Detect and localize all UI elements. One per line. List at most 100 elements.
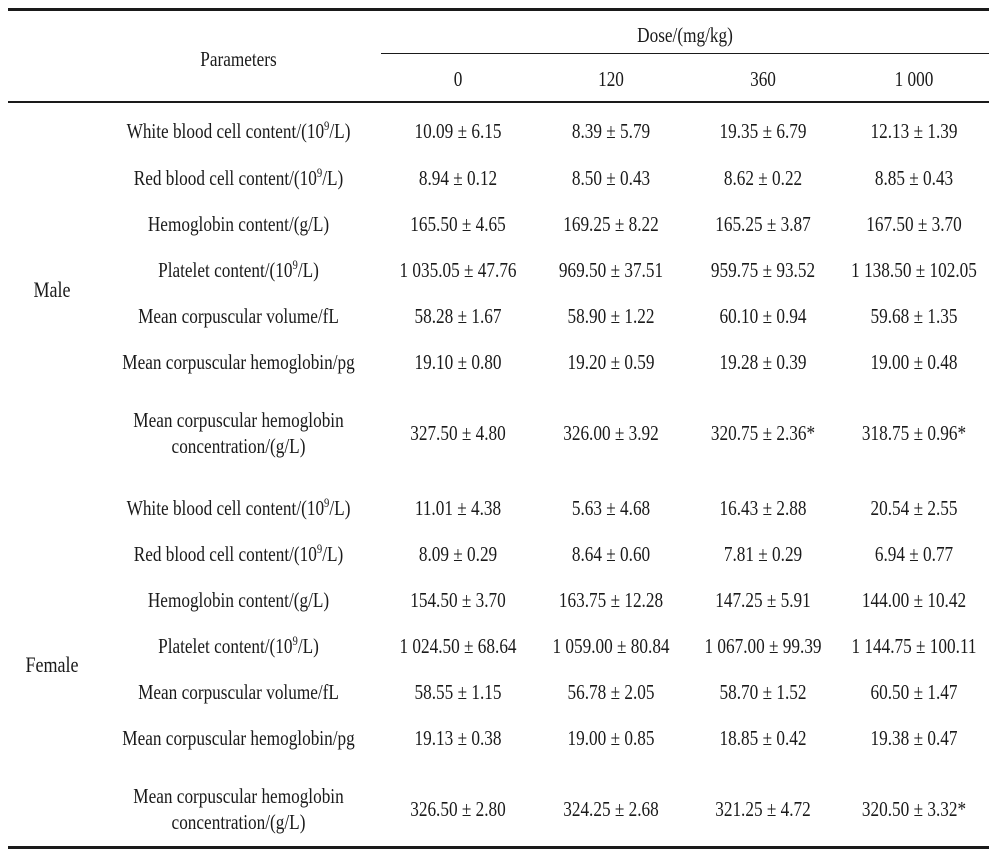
value-cell: 1 035.05 ± 47.76 (399, 258, 517, 282)
parameter-label: Platelet content/(109/L) (122, 255, 356, 285)
value-cell: 1 024.50 ± 68.64 (399, 634, 517, 658)
unit-exponent: 9 (316, 541, 323, 556)
parameter-text: Red blood cell content/(10 (133, 166, 317, 190)
value-cell: 20.54 ± 2.55 (870, 496, 958, 520)
unit-exponent: 9 (324, 495, 330, 510)
header-bottom-rule (8, 101, 989, 103)
parameter-label-line: White blood cell content/(109/L) (127, 118, 351, 144)
parameter-label: Platelet content/(109/L) (122, 631, 356, 661)
parameter-label-line: Hemoglobin content/(g/L) (148, 211, 329, 237)
value-cell: 11.01 ± 4.38 (414, 496, 502, 520)
value-cell: 8.62 ± 0.22 (723, 166, 803, 190)
value-cell: 6.94 ± 0.77 (874, 542, 954, 566)
value-cell: 1 067.00 ± 99.39 (704, 634, 822, 658)
value-cell: 165.25 ± 3.87 (715, 212, 811, 236)
value-cell: 58.90 ± 1.22 (567, 304, 655, 328)
parameter-text: Mean corpuscular volume/fL (138, 304, 339, 328)
value-cell: 8.64 ± 0.60 (571, 542, 651, 566)
parameter-label-line: concentration/(g/L) (171, 810, 306, 834)
value-cell: 326.00 ± 3.92 (563, 421, 659, 445)
value-cell: 318.75 ± 0.96* (861, 421, 967, 445)
dose-column-header: 0 (453, 67, 463, 91)
parameter-label-line: Mean corpuscular volume/fL (138, 679, 339, 705)
value-cell: 165.50 ± 4.65 (410, 212, 506, 236)
value-cell: 19.13 ± 0.38 (414, 726, 502, 750)
parameter-label-line: Hemoglobin content/(g/L) (148, 587, 329, 613)
parameter-text: Red blood cell content/(10 (133, 542, 317, 566)
table-top-rule (8, 8, 989, 11)
value-cell: 16.43 ± 2.88 (719, 496, 807, 520)
parameter-label-line: Platelet content/(109/L) (158, 633, 319, 659)
parameter-text: /L) (322, 542, 344, 566)
sex-group-label: Female (25, 652, 79, 677)
parameter-text: White blood cell content/(10 (126, 119, 325, 143)
value-cell: 959.75 ± 93.52 (710, 258, 816, 282)
value-cell: 56.78 ± 2.05 (567, 680, 655, 704)
value-cell: 19.00 ± 0.85 (567, 726, 655, 750)
parameter-label: Hemoglobin content/(g/L) (122, 209, 356, 239)
value-cell: 18.85 ± 0.42 (719, 726, 807, 750)
unit-exponent: 9 (292, 257, 298, 272)
parameter-text: /L) (329, 119, 351, 143)
sex-group-label: Male (33, 277, 71, 302)
parameter-label: White blood cell content/(109/L) (122, 116, 356, 146)
value-cell: 7.81 ± 0.29 (723, 542, 803, 566)
parameter-text: Mean corpuscular hemoglobin/pg (122, 350, 355, 374)
parameter-label: Hemoglobin content/(g/L) (122, 585, 356, 615)
value-cell: 154.50 ± 3.70 (410, 588, 506, 612)
parameter-label: White blood cell content/(109/L) (122, 493, 356, 523)
value-cell: 60.10 ± 0.94 (719, 304, 807, 328)
parameter-label: Red blood cell content/(109/L) (122, 539, 356, 569)
parameter-label-line: Mean corpuscular hemoglobin (133, 784, 344, 808)
value-cell: 60.50 ± 1.47 (870, 680, 958, 704)
unit-exponent: 9 (324, 118, 330, 133)
dose-column-header: 1 000 (894, 67, 934, 91)
value-cell: 58.70 ± 1.52 (719, 680, 807, 704)
parameter-label-line: White blood cell content/(109/L) (127, 495, 351, 521)
value-cell: 969.50 ± 37.51 (558, 258, 664, 282)
dose-column-header: 360 (750, 67, 776, 91)
parameter-label: Mean corpuscular volume/fL (122, 677, 356, 707)
dose-header-rule (381, 53, 989, 54)
unit-exponent: 9 (316, 165, 323, 180)
value-cell: 58.28 ± 1.67 (414, 304, 502, 328)
value-cell: 147.25 ± 5.91 (715, 588, 811, 612)
parameter-text: White blood cell content/(10 (126, 496, 325, 520)
value-cell: 8.94 ± 0.12 (418, 166, 498, 190)
unit-exponent: 9 (292, 633, 298, 648)
value-cell: 320.50 ± 3.32* (861, 797, 967, 821)
dose-header: Dose/(mg/kg) (637, 23, 733, 47)
parameter-label-line: concentration/(g/L) (171, 434, 306, 458)
parameter-label-line: Red blood cell content/(109/L) (134, 541, 344, 567)
value-cell: 1 144.75 ± 100.11 (851, 634, 977, 658)
value-cell: 10.09 ± 6.15 (414, 119, 502, 143)
value-cell: 326.50 ± 2.80 (410, 797, 506, 821)
value-cell: 169.25 ± 8.22 (563, 212, 659, 236)
parameter-label-line: Mean corpuscular hemoglobin (133, 408, 344, 432)
value-cell: 1 138.50 ± 102.05 (851, 258, 977, 282)
parameter-text: Mean corpuscular hemoglobin/pg (122, 726, 355, 750)
value-cell: 12.13 ± 1.39 (870, 119, 958, 143)
parameter-text: Mean corpuscular volume/fL (138, 680, 339, 704)
parameter-text: Hemoglobin content/(g/L) (147, 212, 330, 236)
parameter-label: Mean corpuscular hemoglobin/pg (122, 723, 356, 753)
parameter-label: Mean corpuscular hemoglobin concentration… (122, 781, 356, 837)
value-cell: 58.55 ± 1.15 (414, 680, 502, 704)
value-cell: 19.35 ± 6.79 (719, 119, 807, 143)
value-cell: 320.75 ± 2.36* (710, 421, 816, 445)
parameter-label: Mean corpuscular volume/fL (122, 301, 356, 331)
parameter-text: /L) (329, 496, 351, 520)
value-cell: 8.39 ± 5.79 (571, 119, 651, 143)
value-cell: 163.75 ± 12.28 (558, 588, 664, 612)
value-cell: 8.85 ± 0.43 (874, 166, 954, 190)
parameter-text: /L) (297, 634, 319, 658)
parameter-text: Hemoglobin content/(g/L) (147, 588, 330, 612)
value-cell: 19.38 ± 0.47 (870, 726, 958, 750)
value-cell: 327.50 ± 4.80 (410, 421, 506, 445)
value-cell: 5.63 ± 4.68 (571, 496, 651, 520)
value-cell: 8.50 ± 0.43 (571, 166, 651, 190)
parameter-label-line: Mean corpuscular volume/fL (138, 303, 339, 329)
parameter-label: Mean corpuscular hemoglobin concentration… (122, 405, 356, 461)
value-cell: 19.10 ± 0.80 (414, 350, 502, 374)
value-cell: 8.09 ± 0.29 (418, 542, 498, 566)
